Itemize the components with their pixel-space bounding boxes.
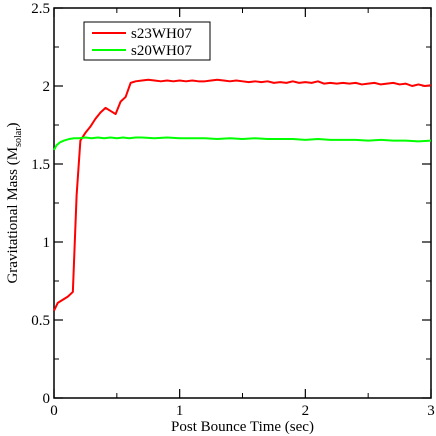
legend-box [83,21,211,61]
x-tick-label: 3 [427,403,435,419]
y-tick-label: 2 [43,79,51,95]
x-axis-title: Post Bounce Time (sec) [171,419,314,435]
y-axis-title: Gravitational Mass (Msolar) [5,122,24,283]
legend-label-s23WH07: s23WH07 [131,26,192,42]
series-line-s23WH07 [53,78,432,312]
x-tick-label: 1 [176,403,184,419]
x-axis-ticks: 0 1 2 3 [50,8,435,419]
y-tick-label: 1 [43,235,51,251]
y-axis-title-main: Gravitational Mass (M [5,147,21,284]
y-axis-title-subscript: solar [13,127,24,147]
y-tick-label: 0.5 [31,313,50,329]
series-line-s20WH07 [53,136,432,151]
legend-label-s20WH07: s20WH07 [131,43,192,59]
y-tick-label: 1.5 [31,157,50,173]
x-tick-label: 2 [302,403,310,419]
y-tick-label: 2.5 [31,1,50,17]
y-tick-label: 0 [43,391,51,407]
y-axis-ticks: 0 0.5 1 1.5 2 2.5 [31,1,431,407]
legend: s23WH07 s20WH07 [83,21,211,61]
x-tick-label: 0 [50,403,58,419]
y-axis-title-close: ) [5,122,21,127]
series-layer [53,78,432,312]
